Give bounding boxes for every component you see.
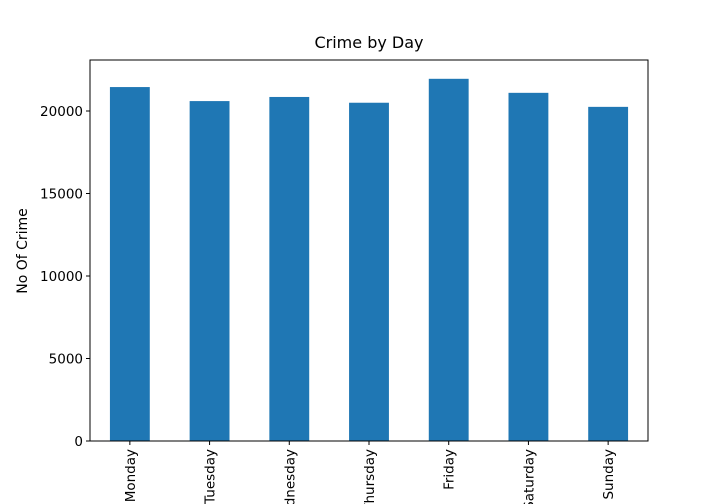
bar (588, 106, 629, 441)
bar (349, 102, 389, 441)
y-tick-label: 20000 (40, 104, 83, 120)
x-tick-label: Saturday (521, 449, 537, 504)
chart-title: Crime by Day (314, 33, 423, 52)
y-axis-label: No Of Crime (15, 208, 31, 294)
x-tick-label: Wednesday (282, 449, 298, 504)
y-tick-label: 15000 (40, 186, 83, 202)
x-tick-label: Thursday (362, 449, 378, 504)
bar (189, 101, 230, 442)
y-tick-label: 0 (74, 434, 83, 450)
x-tick-label: Friday (442, 449, 458, 490)
bar (508, 92, 549, 441)
x-tick-label: Tuesday (203, 449, 219, 504)
x-tick-label: Sunday (601, 449, 617, 500)
y-tick-label: 10000 (40, 269, 83, 285)
bar (428, 78, 469, 442)
bar (109, 87, 150, 441)
y-tick-label: 5000 (49, 351, 83, 367)
plot-frame (89, 59, 649, 442)
x-tick-label: Monday (123, 449, 139, 502)
bar (269, 96, 310, 441)
